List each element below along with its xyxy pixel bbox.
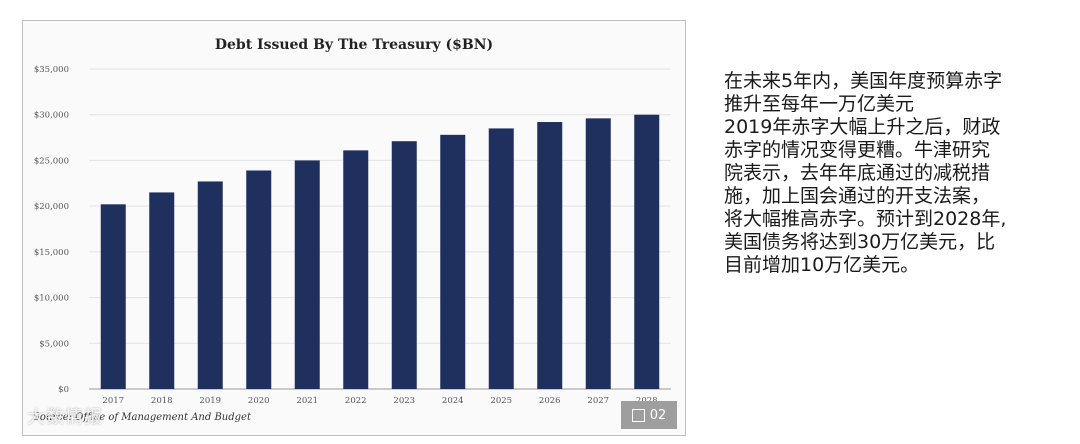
article-line: 美国债务将达到30万亿美元，比 (724, 231, 996, 253)
y-tick-label: $20,000 (34, 202, 69, 212)
x-tick-label: 2023 (393, 396, 415, 406)
article-line: 赤字的情况变得更糟。牛津研究 (724, 139, 991, 161)
page-number: 02 (649, 407, 667, 423)
x-tick-label: 2022 (345, 396, 367, 406)
chart-panel: Debt Issued By The Treasury ($BN) $0 $5,0… (22, 20, 686, 436)
page-badge: 02 (621, 401, 677, 429)
y-tick-label: $0 (58, 385, 69, 395)
article-line: 目前增加10万亿美元。 (724, 254, 920, 276)
x-tick-label: 2025 (490, 396, 512, 406)
bar (488, 128, 514, 389)
y-tick-label: $5,000 (39, 339, 69, 349)
bar (634, 114, 660, 389)
article-text: 在未来5年内，美国年度预算赤字 推升至每年一万亿美元 2019年赤字大幅上升之后，财… (724, 70, 1074, 277)
article-line: 将大幅推高赤字。预计到2028年, (724, 208, 1007, 230)
watermark: 大数情报 (27, 407, 103, 428)
article-line: 推升至每年一万亿美元 (724, 93, 915, 115)
bar (246, 170, 272, 389)
x-tick-label: 2018 (151, 396, 173, 406)
y-tick-label: $35,000 (34, 65, 69, 75)
chart-title: Debt Issued By The Treasury ($BN) (214, 37, 494, 53)
bar (440, 134, 466, 389)
x-tick-label: 2024 (442, 396, 464, 406)
chart-source: Source: Office of Management And Budget (33, 412, 251, 423)
y-tick-label: $25,000 (34, 156, 69, 166)
y-tick-label: $10,000 (34, 294, 69, 304)
bar (294, 160, 320, 389)
article-line: 院表示，去年年底通过的减税措 (724, 162, 991, 184)
x-tick-label: 2027 (587, 396, 609, 406)
x-tick-label: 2019 (199, 396, 221, 406)
bar (100, 204, 126, 389)
x-tick-label: 2026 (539, 396, 561, 406)
article-line: 2019年赤字大幅上升之后，财政 (724, 116, 1001, 138)
bar (585, 118, 611, 389)
bar (391, 141, 417, 389)
image-icon (631, 408, 645, 422)
y-tick-label: $30,000 (34, 111, 69, 121)
y-tick-label: $15,000 (34, 248, 69, 258)
bar (343, 150, 369, 389)
x-tick-label: 2020 (248, 396, 270, 406)
x-tick-label: 2017 (102, 396, 124, 406)
article-line: 在未来5年内，美国年度预算赤字 (724, 70, 1003, 92)
x-tick-label: 2021 (296, 396, 318, 406)
bar (149, 192, 175, 389)
bar (537, 122, 563, 390)
article-line: 施，加上国会通过的开支法案， (724, 185, 991, 207)
bar-chart: $0 $5,000 $10,000 $15,000 $20,000 $25,000 $30,… (34, 65, 671, 406)
bar (197, 181, 223, 389)
